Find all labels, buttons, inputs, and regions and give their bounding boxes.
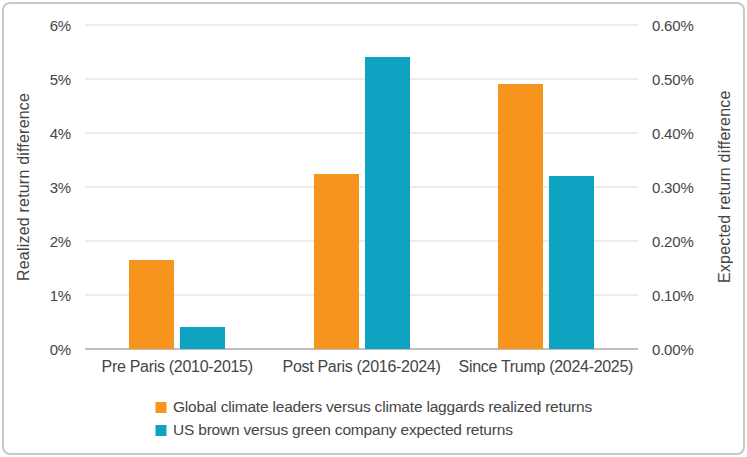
legend-item-2: US brown versus green company expected r… [155, 421, 513, 439]
category-label: Post Paris (2016-2024) [283, 358, 441, 376]
category-label: Pre Paris (2010-2015) [102, 358, 253, 376]
left-tick-label: 0% [50, 342, 71, 357]
gridline [85, 79, 638, 80]
plot-area [85, 25, 638, 349]
right-tick-label: 0.50% [652, 72, 694, 87]
category-label: Since Trump (2024-2025) [459, 358, 634, 376]
right-tick-label: 0.30% [652, 180, 694, 195]
bar-series2-category3 [549, 176, 594, 349]
legend-label: Global climate leaders versus climate la… [173, 398, 592, 416]
left-axis-ticks: 0%1%2%3%4%5%6% [0, 25, 71, 349]
right-tick-label: 0.40% [652, 126, 694, 141]
legend-item-1: Global climate leaders versus climate la… [155, 398, 592, 416]
right-tick-label: 0.10% [652, 288, 694, 303]
gridline [85, 25, 638, 26]
chart-figure: Realized return difference Expected retu… [0, 0, 747, 457]
bar-series2-category1 [180, 327, 225, 349]
bar-series2-category2 [365, 57, 410, 349]
right-axis-ticks: 0.00%0.10%0.20%0.30%0.40%0.50%0.60% [652, 25, 742, 349]
left-tick-label: 3% [50, 180, 71, 195]
left-tick-label: 2% [50, 234, 71, 249]
legend-swatch-icon [155, 402, 166, 413]
left-tick-label: 6% [50, 18, 71, 33]
left-tick-label: 5% [50, 72, 71, 87]
left-tick-label: 1% [50, 288, 71, 303]
right-tick-label: 0.00% [652, 342, 694, 357]
right-tick-label: 0.20% [652, 234, 694, 249]
legend-swatch-icon [155, 425, 166, 436]
legend-label: US brown versus green company expected r… [173, 421, 513, 439]
gridline [85, 133, 638, 134]
left-tick-label: 4% [50, 126, 71, 141]
bar-series1-category3 [498, 84, 543, 349]
bar-series1-category2 [314, 174, 359, 350]
chart-legend: Global climate leaders versus climate la… [155, 398, 592, 439]
right-tick-label: 0.60% [652, 18, 694, 33]
x-axis-labels: Pre Paris (2010-2015) Post Paris (2016-20… [85, 358, 638, 380]
bar-series1-category1 [129, 260, 174, 349]
